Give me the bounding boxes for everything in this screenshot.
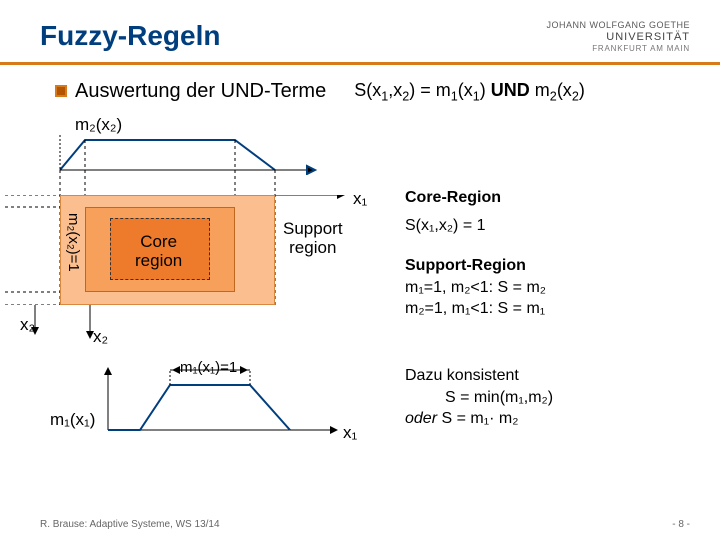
label-m1x1-eq1: m₁(x₁)=1 bbox=[180, 359, 237, 376]
logo-line3: FRANKFURT AM MAIN bbox=[546, 44, 690, 54]
university-logo: JOHANN WOLFGANG GOETHE UNIVERSITÄT FRANK… bbox=[546, 20, 690, 54]
m1-membership-plot bbox=[100, 365, 350, 440]
label-x1-bottom: x₁ bbox=[343, 423, 357, 443]
x2-axis-arrow-left bbox=[30, 305, 40, 340]
label-x1-top: x₁ bbox=[353, 189, 367, 209]
x1-axis-arrow bbox=[275, 195, 350, 205]
footer-right: - 8 - bbox=[672, 519, 690, 530]
label-x2-center: x₂ bbox=[93, 327, 108, 347]
footer-left: R. Brause: Adaptive Systeme, WS 13/14 bbox=[40, 519, 220, 530]
core-region-heading: Core-Region bbox=[405, 189, 501, 206]
formula-main: S(x1,x2) = m1(x1) UND m2(x2) bbox=[354, 80, 585, 104]
sx-eq1-text: S(x₁,x₂) = 1 bbox=[405, 215, 486, 237]
subtitle: Auswertung der UND-Terme bbox=[75, 80, 326, 103]
support-line1: m₁=1, m₂<1: S = m₂ bbox=[405, 279, 546, 296]
konsistent-formula: S = min(m₁,m₂) bbox=[445, 389, 553, 406]
logo-line1: JOHANN WOLFGANG GOETHE bbox=[546, 20, 690, 31]
core-region-text: Core region bbox=[135, 233, 182, 270]
label-m1x1: m₁(x₁) bbox=[50, 410, 95, 430]
label-m2x2-eq1: m₂(x₂)=1 bbox=[65, 213, 82, 272]
logo-line2: UNIVERSITÄT bbox=[546, 31, 690, 44]
x2-axis-arrow-center bbox=[85, 305, 95, 345]
konsistent-heading: Dazu konsistent bbox=[405, 367, 519, 384]
support-region-text: Support region bbox=[283, 220, 343, 257]
support-region-heading: Support-Region bbox=[405, 257, 526, 274]
diagram: m₂(x₂) Core region Support region bbox=[55, 115, 690, 485]
page-title: Fuzzy-Regeln bbox=[40, 20, 220, 52]
label-m2x2: m₂(x₂) bbox=[75, 115, 122, 135]
bullet-icon bbox=[55, 85, 67, 97]
projection-lines-left bbox=[5, 195, 65, 305]
support-line2: m₂=1, m₁<1: S = m₁ bbox=[405, 300, 545, 317]
oder-text: oder bbox=[405, 410, 437, 427]
konsistent-formula2: S = m₁· m₂ bbox=[441, 410, 518, 427]
